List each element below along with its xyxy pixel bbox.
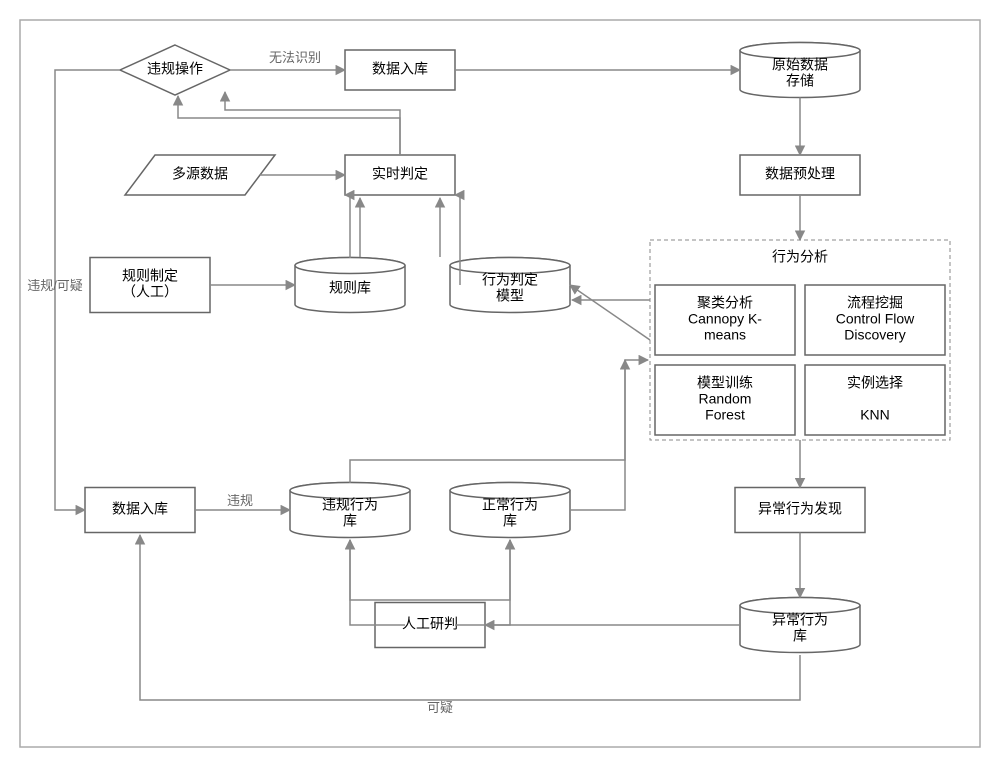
svg-text:违规: 违规 — [227, 493, 253, 508]
svg-text:Forest: Forest — [705, 407, 745, 423]
svg-text:存储: 存储 — [786, 73, 814, 89]
svg-text:流程挖掘: 流程挖掘 — [847, 295, 903, 311]
edge — [570, 285, 650, 340]
svg-text:（人工）: （人工） — [122, 284, 178, 300]
svg-text:库: 库 — [343, 513, 357, 529]
edge — [570, 360, 648, 510]
svg-text:Discovery: Discovery — [844, 327, 905, 343]
svg-text:可疑: 可疑 — [427, 700, 453, 715]
svg-text:行为分析: 行为分析 — [772, 249, 828, 265]
svg-text:模型: 模型 — [496, 288, 524, 304]
svg-text:Random: Random — [699, 391, 752, 407]
edge — [345, 195, 350, 258]
edge — [350, 540, 430, 600]
svg-text:人工研判: 人工研判 — [402, 616, 458, 632]
svg-text:多源数据: 多源数据 — [172, 166, 228, 182]
svg-text:实时判定: 实时判定 — [372, 166, 428, 182]
svg-text:原始数据: 原始数据 — [772, 57, 828, 73]
svg-text:means: means — [704, 327, 746, 343]
svg-text:KNN: KNN — [860, 407, 890, 423]
svg-text:无法识别: 无法识别 — [269, 50, 321, 65]
svg-text:Control Flow: Control Flow — [836, 311, 915, 327]
svg-text:聚类分析: 聚类分析 — [697, 295, 753, 311]
svg-text:数据入库: 数据入库 — [112, 501, 168, 517]
svg-text:实例选择: 实例选择 — [847, 375, 903, 391]
svg-text:库: 库 — [793, 628, 807, 644]
svg-text:违规操作: 违规操作 — [147, 61, 203, 77]
svg-text:库: 库 — [503, 513, 517, 529]
svg-text:异常行为发现: 异常行为发现 — [758, 501, 842, 517]
edge — [225, 92, 400, 155]
svg-text:违规/可疑: 违规/可疑 — [27, 278, 83, 293]
svg-text:违规行为: 违规行为 — [322, 497, 378, 513]
svg-text:模型训练: 模型训练 — [697, 375, 753, 391]
svg-text:数据预处理: 数据预处理 — [765, 166, 835, 182]
svg-text:数据入库: 数据入库 — [372, 61, 428, 77]
svg-text:正常行为: 正常行为 — [482, 497, 538, 513]
edge — [350, 360, 625, 483]
edge — [430, 540, 510, 600]
svg-text:行为判定: 行为判定 — [482, 272, 538, 288]
svg-text:规则制定: 规则制定 — [122, 268, 178, 284]
svg-text:Cannopy K-: Cannopy K- — [688, 311, 762, 327]
svg-text:异常行为: 异常行为 — [772, 612, 828, 628]
svg-text:规则库: 规则库 — [329, 280, 371, 296]
